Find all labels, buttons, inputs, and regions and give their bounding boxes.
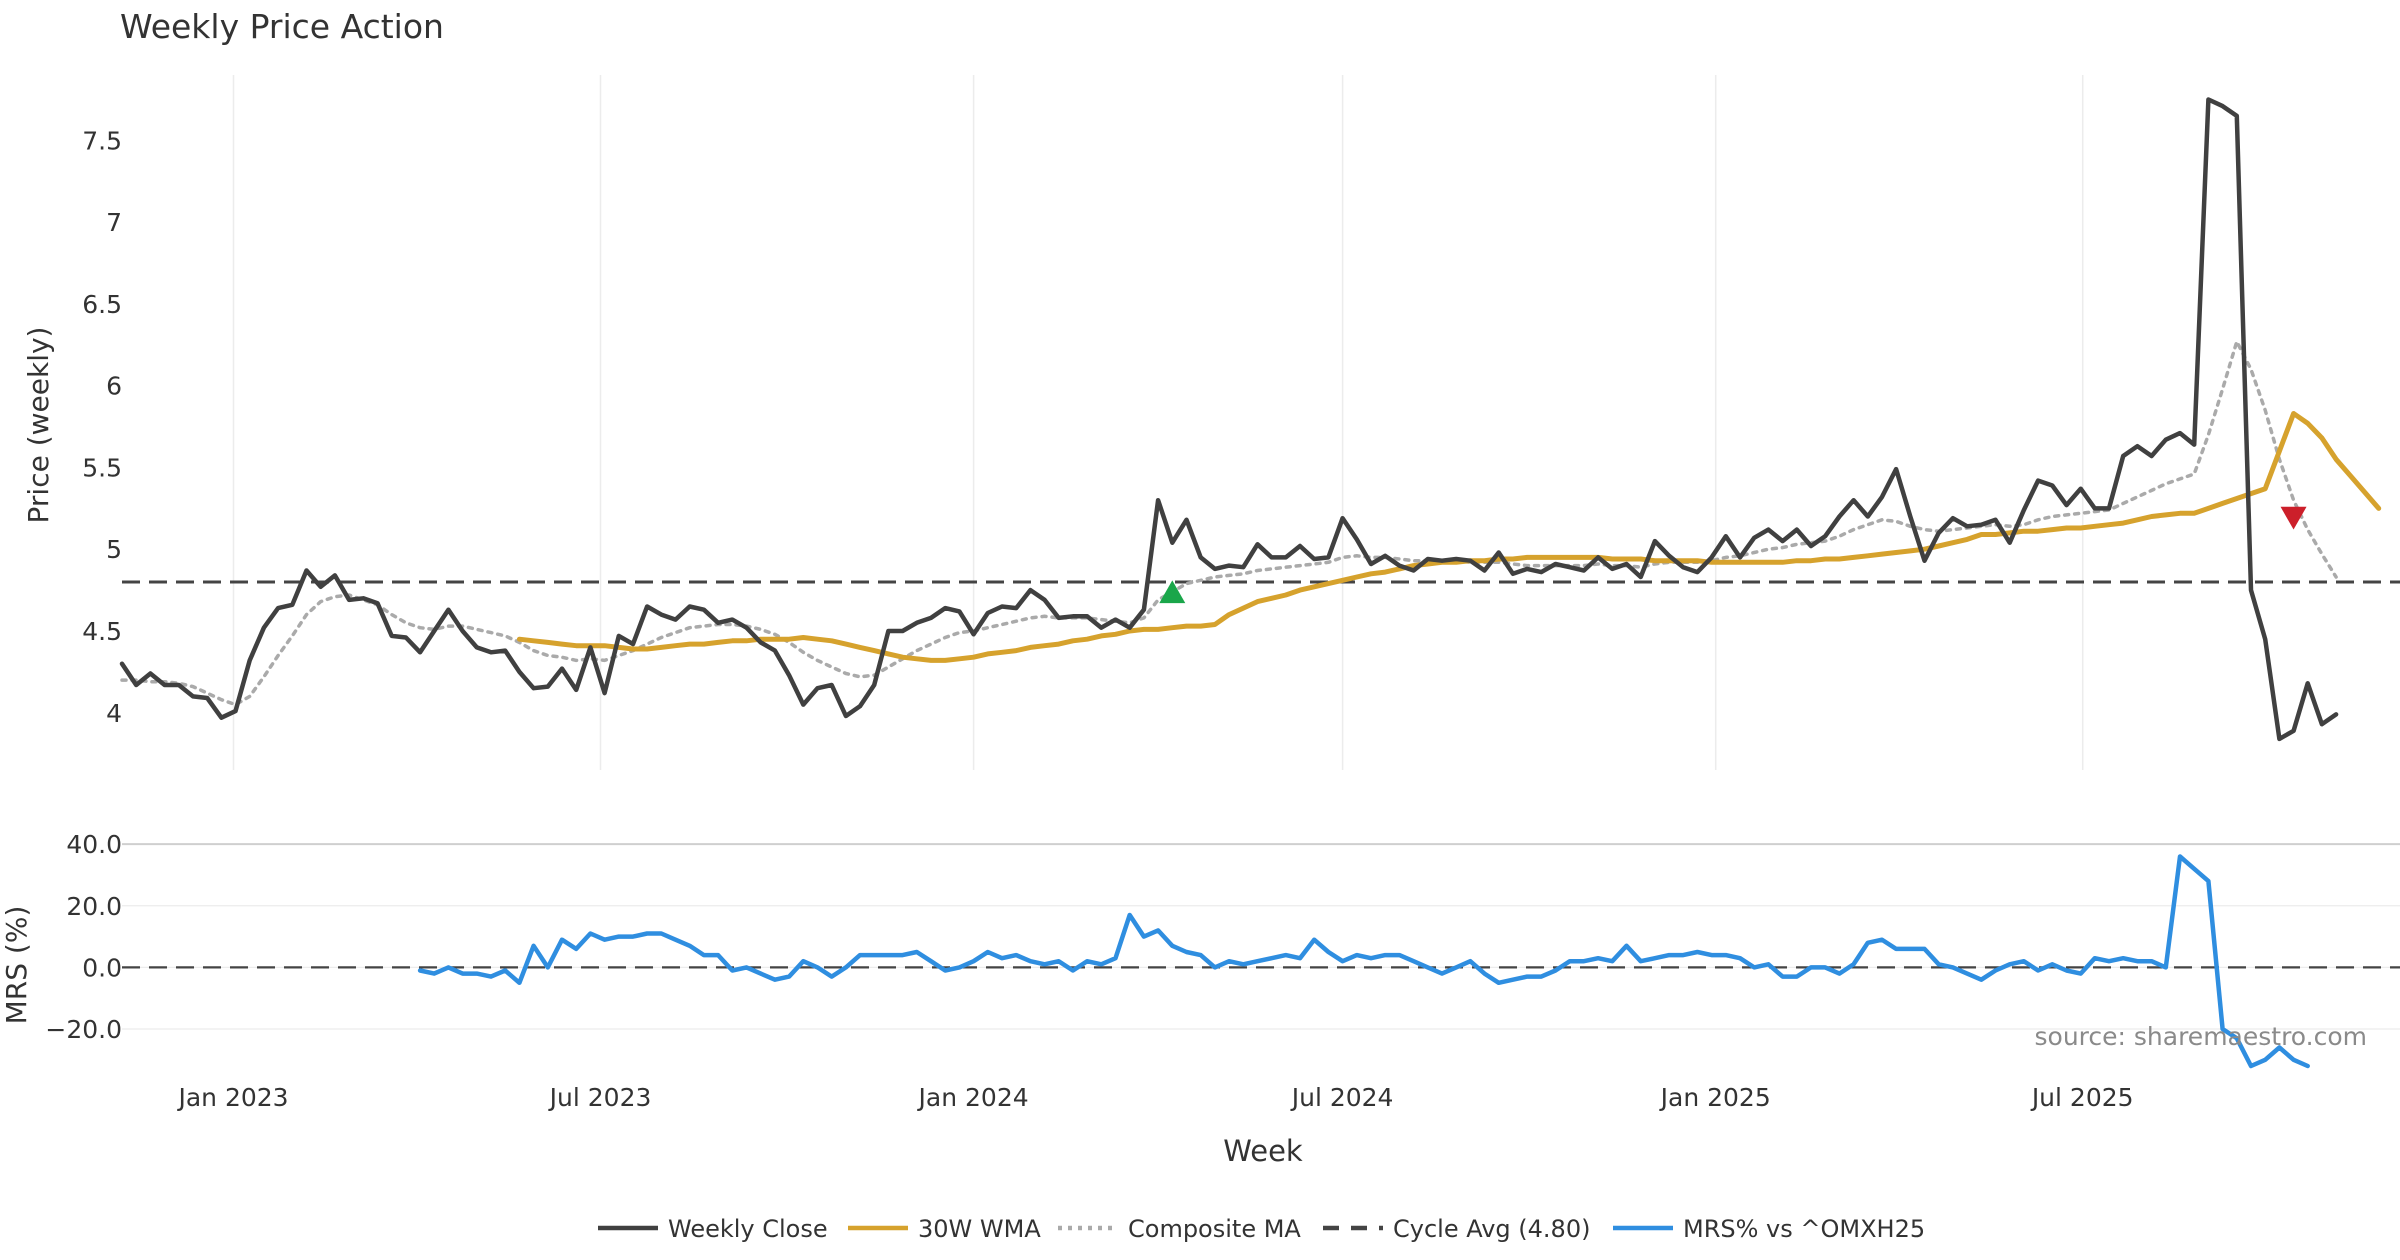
mrs-y-ticks: 40.0 20.0 0.0 −20.0: [45, 830, 122, 1044]
mrs-y-tick-label: 20.0: [66, 892, 122, 921]
legend: Weekly Close 30W WMA Composite MA Cycle Avg…: [598, 1215, 1925, 1243]
price-gridlines: [232, 75, 2084, 770]
x-axis-ticks: Jan 2023 Jul 2023 Jan 2024 Jul 2024 Jan 2025…: [176, 1083, 2133, 1112]
price-panel: 4 4.5 5 5.5 6 6.5 7 7.5 Price (weekly): [22, 75, 2400, 770]
legend-entry: MRS% vs ^OMXH25: [1613, 1215, 1925, 1243]
mrs-series-lines: [417, 854, 2310, 1069]
legend-label: Cycle Avg (4.80): [1393, 1215, 1590, 1243]
legend-label: Composite MA: [1128, 1215, 1301, 1243]
mrs-y-tick-label: 40.0: [66, 830, 122, 859]
legend-entry: 30W WMA: [848, 1215, 1041, 1243]
price-y-tick-label: 5: [106, 535, 122, 564]
mrs-y-axis-label: MRS (%): [0, 906, 33, 1025]
price-y-tick-label: 7.5: [82, 126, 122, 155]
price-y-tick-label: 6: [106, 372, 122, 401]
x-tick-label: Jan 2024: [917, 1083, 1029, 1112]
price-y-tick-label: 5.5: [82, 453, 122, 482]
legend-label: Weekly Close: [668, 1215, 828, 1243]
legend-entry: Weekly Close: [598, 1215, 828, 1243]
legend-entry: Composite MA: [1058, 1215, 1301, 1243]
source-label: source: sharemaestro.com: [2035, 1022, 2368, 1051]
price-series-lines: [119, 97, 2382, 742]
x-axis-label: Week: [1223, 1134, 1303, 1168]
price-y-ticks: 4 4.5 5 5.5 6 6.5 7 7.5: [82, 126, 122, 727]
mrs-y-tick-label: 0.0: [82, 953, 122, 982]
price-y-tick-label: 4.5: [82, 617, 122, 646]
buy-signal-marker: [1159, 580, 1186, 604]
price-y-axis-label: Price (weekly): [22, 327, 55, 524]
series-line-weekly-close: [119, 97, 2339, 742]
legend-label: MRS% vs ^OMXH25: [1683, 1215, 1925, 1243]
mrs-y-tick-label: −20.0: [45, 1015, 122, 1044]
price-y-tick-label: 4: [106, 699, 122, 728]
x-tick-label: Jan 2023: [176, 1083, 288, 1112]
price-y-tick-label: 7: [106, 208, 122, 237]
price-y-tick-label: 6.5: [82, 290, 122, 319]
chart-title: Weekly Price Action: [120, 7, 444, 46]
sell-signal-marker: [2280, 506, 2307, 530]
x-tick-label: Jul 2025: [2030, 1083, 2134, 1112]
series-line-mrs: [417, 854, 2310, 1069]
mrs-panel: 40.0 20.0 0.0 −20.0 MRS (%) source: sharema…: [0, 830, 2400, 1069]
series-line-30w-wma: [516, 411, 2382, 663]
legend-entry: Cycle Avg (4.80): [1323, 1215, 1590, 1243]
signal-markers: [1159, 506, 2307, 604]
x-tick-label: Jul 2024: [1290, 1083, 1394, 1112]
legend-label: 30W WMA: [918, 1215, 1041, 1243]
x-tick-label: Jul 2023: [548, 1083, 652, 1112]
x-tick-label: Jan 2025: [1659, 1083, 1771, 1112]
